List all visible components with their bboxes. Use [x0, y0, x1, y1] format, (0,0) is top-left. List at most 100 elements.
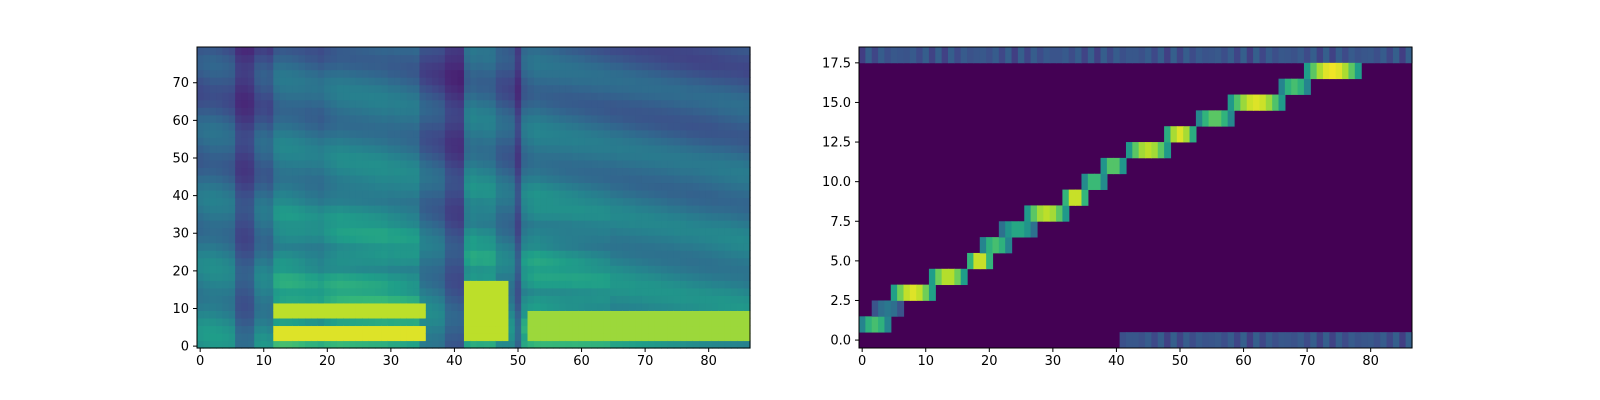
- spectrogram-cell: [209, 62, 217, 71]
- spectrogram-cell: [266, 227, 274, 236]
- spectrogram-cell: [718, 92, 726, 101]
- spectrogram-cell: [508, 212, 516, 221]
- spectrogram-cell: [654, 182, 662, 191]
- spectrogram-cell: [597, 302, 605, 311]
- spectrogram-cell: [686, 107, 694, 116]
- spectrogram-cell: [222, 69, 230, 78]
- spectrogram-cell: [724, 310, 732, 319]
- spectrogram-cell: [400, 242, 408, 251]
- spectrogram-cell: [476, 220, 484, 229]
- spectrogram-cell: [635, 332, 643, 342]
- spectrogram-cell: [368, 182, 376, 191]
- spectrogram-cell: [222, 92, 230, 101]
- spectrogram-cell: [629, 107, 637, 116]
- alignment-cell: [1132, 142, 1140, 159]
- alignment-cell: [941, 268, 949, 286]
- spectrogram-cell: [635, 197, 643, 206]
- spectrogram-cell: [591, 287, 599, 296]
- spectrogram-cell: [362, 167, 370, 176]
- spectrogram-cell: [546, 62, 554, 71]
- spectrogram-cell: [438, 332, 446, 342]
- spectrogram-cell: [311, 220, 319, 229]
- spectrogram-cell: [197, 47, 204, 56]
- spectrogram-x-tick-label: 0: [196, 354, 204, 369]
- spectrogram-cell: [502, 159, 510, 169]
- spectrogram-cell: [572, 340, 579, 349]
- spectrogram-cell: [203, 69, 211, 78]
- spectrogram-cell: [311, 189, 319, 199]
- spectrogram-cell: [228, 325, 236, 334]
- spectrogram-cell: [661, 159, 668, 169]
- spectrogram-cell: [514, 174, 522, 184]
- spectrogram-cell: [559, 107, 567, 116]
- spectrogram-cell: [324, 332, 332, 342]
- alignment-edge-cell: [1361, 332, 1369, 349]
- spectrogram-cell: [565, 167, 573, 176]
- spectrogram-cell: [540, 92, 548, 101]
- spectrogram-cell: [298, 280, 306, 289]
- spectrogram-cell: [641, 159, 649, 169]
- spectrogram-cell: [285, 295, 293, 304]
- alignment-edge-cell: [1253, 332, 1261, 349]
- spectrogram-cell: [451, 325, 459, 334]
- spectrogram-cell: [622, 317, 630, 327]
- spectrogram-cell: [508, 189, 516, 199]
- spectrogram-cell: [222, 325, 230, 334]
- spectrogram-cell: [222, 182, 230, 191]
- spectrogram-cell: [292, 257, 300, 266]
- spectrogram-cell: [228, 220, 236, 229]
- spectrogram-cell: [317, 129, 325, 138]
- spectrogram-cell: [419, 54, 427, 63]
- spectrogram-cell: [374, 287, 382, 296]
- spectrogram-cell: [737, 280, 745, 289]
- spectrogram-cell: [654, 47, 662, 56]
- spectrogram-cell: [629, 99, 637, 108]
- spectrogram-cell: [514, 205, 522, 214]
- spectrogram-cell: [597, 99, 605, 108]
- spectrogram-cell: [254, 84, 262, 93]
- spectrogram-cell: [578, 295, 586, 304]
- spectrogram-cell: [508, 92, 516, 101]
- spectrogram-cell: [285, 54, 293, 63]
- spectrogram-cell: [699, 77, 707, 86]
- spectrogram-cell: [597, 137, 605, 146]
- spectrogram-cell: [502, 167, 510, 176]
- spectrogram-cell: [241, 189, 249, 199]
- spectrogram-cell: [737, 340, 745, 349]
- spectrogram-cell: [273, 295, 281, 304]
- spectrogram-cell: [292, 77, 300, 86]
- spectrogram-cell: [508, 99, 516, 108]
- spectrogram-cell: [495, 235, 503, 244]
- spectrogram-cell: [635, 137, 643, 146]
- spectrogram-cell: [406, 272, 414, 281]
- spectrogram-cell: [209, 227, 217, 236]
- spectrogram-cell: [203, 212, 211, 221]
- spectrogram-cell: [394, 212, 402, 221]
- spectrogram-cell: [235, 205, 243, 214]
- spectrogram-cell: [266, 122, 274, 131]
- spectrogram-cell: [483, 122, 490, 131]
- spectrogram-cell: [667, 174, 675, 184]
- spectrogram-cell: [209, 54, 217, 63]
- spectrogram-cell: [266, 152, 274, 161]
- spectrogram-cell: [686, 325, 694, 334]
- spectrogram-cell: [197, 182, 204, 191]
- spectrogram-cell: [533, 122, 541, 131]
- spectrogram-cell: [680, 144, 688, 153]
- spectrogram-cell: [559, 220, 567, 229]
- spectrogram-cell: [368, 152, 376, 161]
- spectrogram-cell: [463, 99, 471, 108]
- spectrogram-cell: [400, 122, 408, 131]
- spectrogram-cell: [667, 77, 675, 86]
- spectrogram-cell: [298, 47, 306, 56]
- spectrogram-cell: [406, 92, 414, 101]
- spectrogram-cell: [584, 159, 592, 169]
- spectrogram-cell: [495, 197, 503, 206]
- spectrogram-cell: [324, 272, 332, 281]
- spectrogram-cell: [578, 212, 586, 221]
- spectrogram-cell: [451, 182, 459, 191]
- spectrogram-cell: [572, 212, 579, 221]
- spectrogram-cell: [241, 47, 249, 56]
- spectrogram-cell: [533, 242, 541, 251]
- spectrogram-cell: [546, 92, 554, 101]
